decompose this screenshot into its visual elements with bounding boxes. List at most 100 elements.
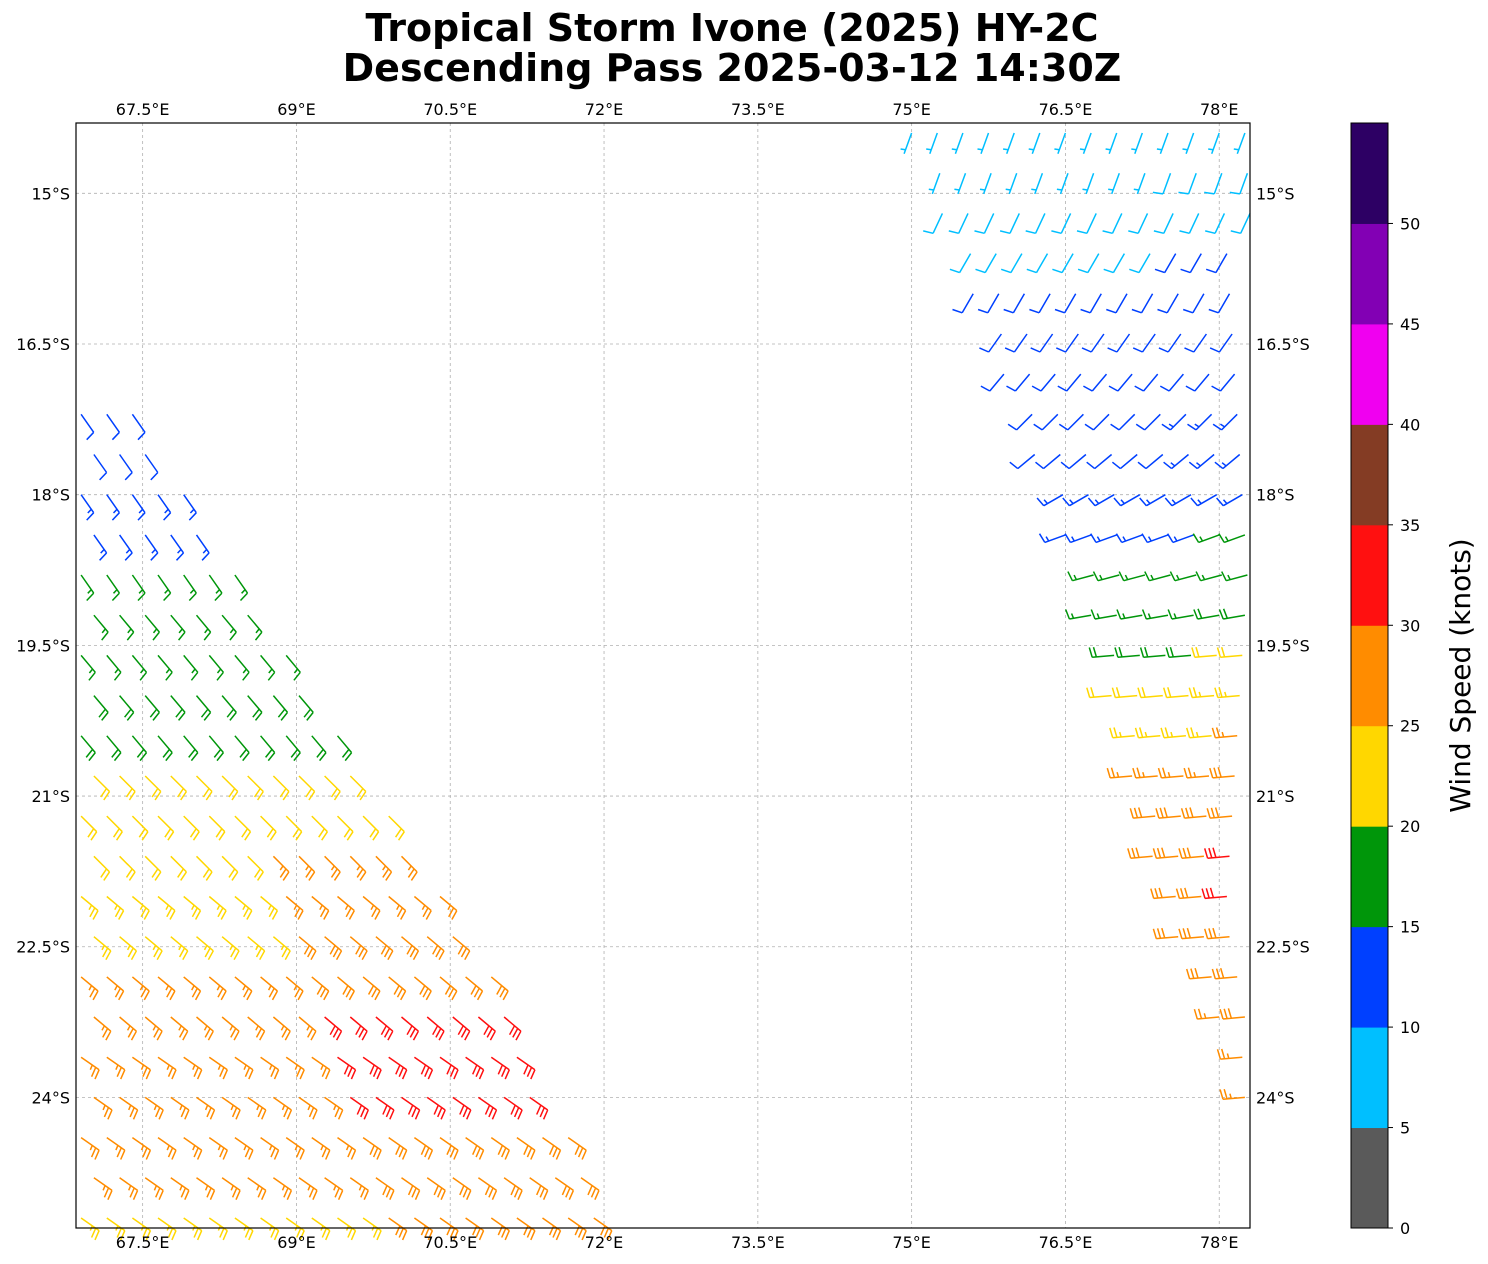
wind-barb [1127, 847, 1153, 859]
wind-barb [1175, 887, 1202, 900]
wind-barb [1086, 687, 1112, 699]
wind-barb [951, 132, 964, 154]
wind-barb [975, 253, 997, 274]
wind-barb [1204, 172, 1223, 195]
wind-barb [131, 1056, 152, 1080]
wind-barb [1137, 453, 1164, 470]
chart-title-line-2: Descending Pass 2025-03-12 14:30Z [342, 46, 1122, 90]
wind-barb [144, 614, 160, 641]
wind-barb [1216, 646, 1243, 659]
wind-barb [1155, 807, 1181, 819]
wind-barb [144, 855, 162, 881]
colorbar-tick-label: 40 [1400, 415, 1420, 434]
wind-barb [324, 1016, 343, 1041]
wind-barb [1081, 333, 1105, 353]
wind-barb [979, 172, 992, 195]
wind-barb [183, 574, 197, 602]
wind-barb [375, 855, 393, 881]
wind-barb [285, 1136, 305, 1160]
colorbar-tick-label: 10 [1400, 1018, 1420, 1037]
wind-barb [131, 815, 149, 841]
wind-barb [439, 976, 458, 1001]
wind-barb [324, 936, 343, 961]
wind-barb [196, 1016, 214, 1041]
wind-barb [949, 253, 972, 274]
wind-barb [1131, 132, 1144, 154]
wind-barb [1179, 213, 1200, 235]
colorbar-segment [1351, 323, 1388, 425]
wind-barb [285, 735, 301, 762]
colorbar-tick-label: 0 [1400, 1219, 1410, 1238]
wind-barb [1131, 293, 1154, 314]
wind-barb [1134, 373, 1159, 392]
wind-barb [923, 213, 944, 235]
wind-barb [260, 976, 279, 1001]
wind-barb [1139, 646, 1166, 659]
wind-barb [1084, 413, 1110, 431]
x-tick-label-bottom: 72°E [585, 1233, 623, 1252]
wind-barb [208, 815, 226, 841]
colorbar-segment [1351, 1027, 1388, 1129]
wind-barb [349, 775, 367, 801]
wind-barb [1051, 213, 1072, 235]
wind-barb [119, 695, 135, 721]
wind-barb [1106, 293, 1128, 314]
wind-barb [1191, 646, 1217, 659]
wind-barb [131, 1136, 152, 1160]
wind-barb [298, 695, 314, 721]
wind-barb [1108, 172, 1121, 195]
wind-barb [1144, 571, 1171, 582]
axis-ticks: 67.5°E 67.5°E 69°E 69°E 70.5°E 70.5°E 72°E 72°E… [16, 100, 1310, 1252]
colorbar-segment [1351, 524, 1388, 626]
wind-barb [183, 494, 197, 521]
wind-barb [311, 735, 327, 762]
wind-barb [234, 815, 252, 841]
wind-barb [157, 815, 175, 841]
wind-barb [439, 1056, 459, 1080]
y-tick-label-right: 18°S [1256, 486, 1295, 505]
wind-barb [93, 1177, 113, 1201]
wind-barb [118, 454, 133, 481]
wind-barb [1083, 373, 1108, 392]
wind-barb [208, 1056, 228, 1080]
wind-barb [1154, 253, 1177, 274]
wind-barb [1216, 1048, 1243, 1060]
wind-barb [1116, 609, 1143, 620]
wind-barb [974, 213, 995, 235]
colorbar-tick-label: 25 [1400, 717, 1420, 736]
wind-barb [362, 895, 381, 920]
wind-barb [157, 976, 176, 1001]
y-tick-label-right: 22.5°S [1256, 938, 1310, 957]
wind-barb [503, 1177, 523, 1201]
wind-barb [106, 976, 125, 1001]
wind-barb [285, 976, 304, 1001]
wind-barb [196, 1096, 216, 1120]
wind-barb [131, 895, 150, 920]
wind-barb [93, 534, 108, 561]
wind-barb [1114, 646, 1140, 659]
wind-barb [1187, 413, 1213, 431]
wind-barb [529, 1096, 549, 1120]
wind-barb [1128, 213, 1149, 235]
wind-barb [1157, 767, 1184, 779]
wind-barb [157, 1217, 177, 1241]
x-tick-label-bottom: 69°E [277, 1233, 315, 1252]
wind-barb [1219, 1088, 1245, 1101]
colorbar-segment [1351, 926, 1388, 1028]
wind-barb [1211, 373, 1236, 392]
wind-barb [1158, 333, 1182, 353]
wind-barb [311, 1056, 331, 1080]
wind-barb [119, 1177, 139, 1201]
wind-barb [1153, 213, 1174, 235]
wind-barb [221, 1096, 241, 1120]
wind-barb [337, 1217, 357, 1241]
wind-barb [311, 895, 330, 920]
wind-barb [106, 735, 122, 762]
wind-barb [1178, 847, 1204, 859]
wind-barb [118, 534, 133, 561]
wind-barb [388, 976, 407, 1001]
wind-barb [208, 1136, 228, 1160]
wind-barb [1079, 132, 1092, 154]
wind-barb [170, 1016, 189, 1041]
wind-barb [170, 534, 185, 561]
